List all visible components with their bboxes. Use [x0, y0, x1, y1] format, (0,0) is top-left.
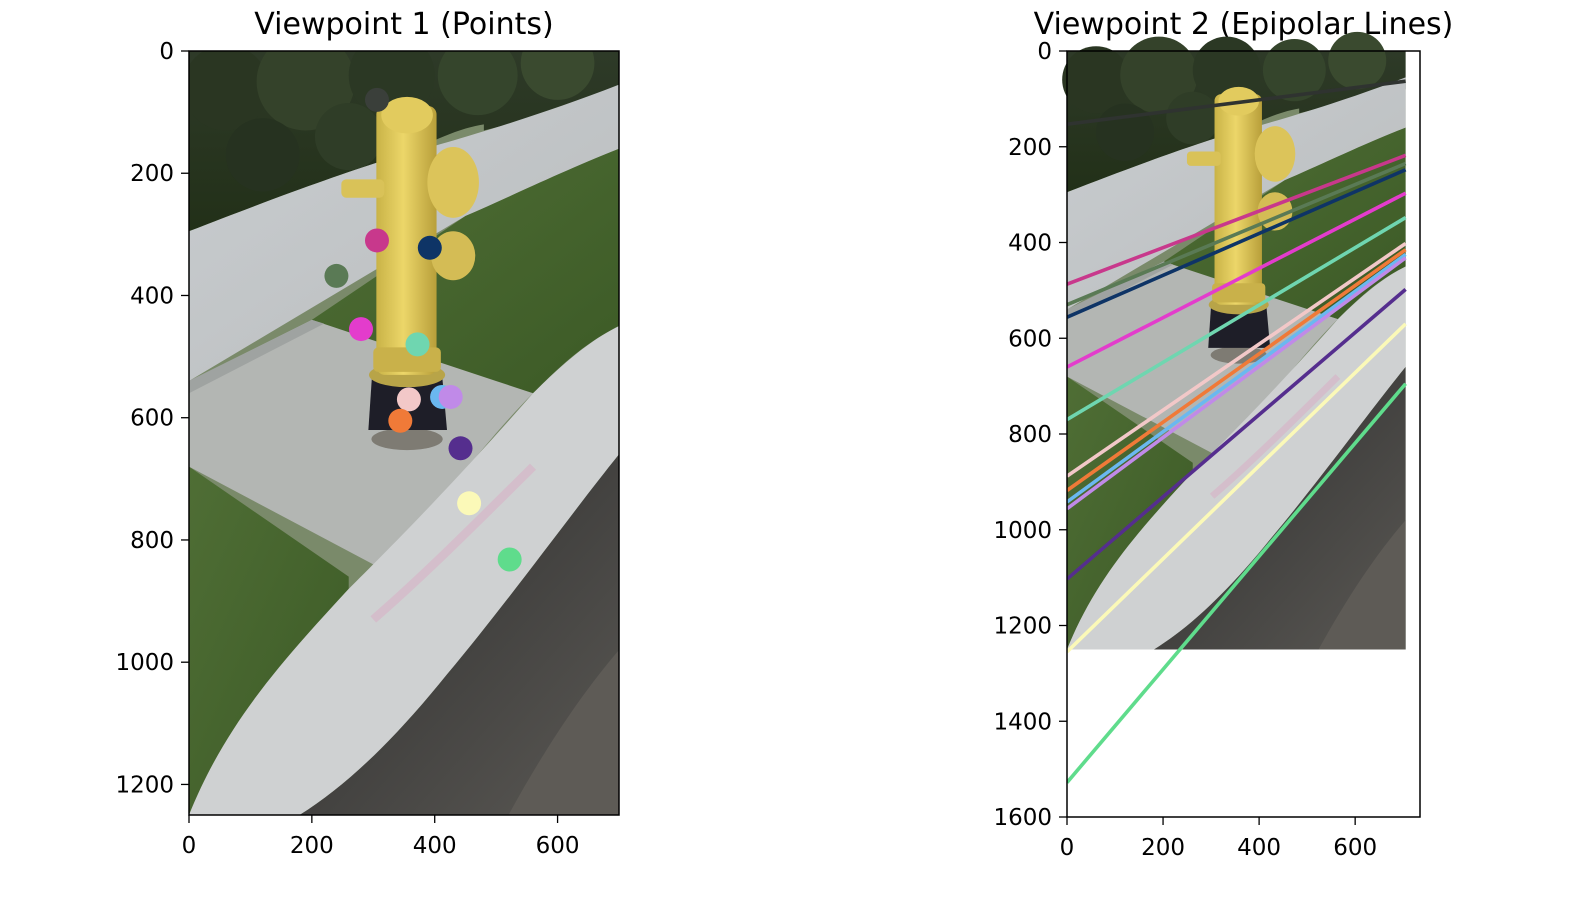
scatter-points-1 — [324, 87, 522, 572]
epipolar-line — [1067, 322, 1407, 654]
scatter-point — [364, 87, 389, 112]
epipolar-lines-2 — [1067, 79, 1407, 784]
x-tick-label: 0 — [182, 833, 197, 859]
chart-panel-2: Viewpoint 2 (Epipolar Lines) 0 200 400 600 … — [993, 7, 1453, 861]
epipolar-line — [1067, 191, 1407, 369]
epipolar-line — [1067, 253, 1407, 504]
x-tick-label: 600 — [1333, 835, 1377, 861]
y-axis-1: 0 200 400 600 800 1000 1200 — [115, 39, 189, 798]
y-tick-label: 600 — [130, 406, 174, 432]
scatter-point — [457, 491, 482, 516]
epipolar-line — [1067, 161, 1407, 307]
scatter-point — [438, 384, 463, 409]
y-tick-label: 200 — [130, 161, 174, 187]
x-tick-label: 0 — [1060, 835, 1075, 861]
epipolar-line — [1067, 382, 1407, 784]
y-tick-label: 200 — [1008, 135, 1052, 161]
y-tick-label: 0 — [159, 39, 174, 65]
y-tick-label: 1600 — [993, 805, 1052, 831]
epipolar-line — [1067, 256, 1407, 511]
y-tick-label: 1200 — [993, 614, 1052, 640]
epipolar-line — [1067, 288, 1407, 581]
y-tick-label: 1200 — [115, 772, 174, 798]
chart-title-1: Viewpoint 1 (Points) — [254, 7, 553, 42]
scatter-point — [396, 387, 421, 412]
y-tick-label: 1000 — [993, 518, 1052, 544]
y-tick-label: 1000 — [115, 650, 174, 676]
scatter-point — [448, 436, 473, 461]
x-axis-2: 0 200 400 600 — [1060, 817, 1377, 861]
x-axis-1: 0 200 400 600 — [182, 815, 580, 859]
scatter-point — [364, 228, 389, 253]
epipolar-line — [1067, 79, 1406, 127]
epipolar-line — [1067, 153, 1407, 286]
scatter-point — [388, 408, 413, 433]
x-tick-label: 200 — [290, 833, 334, 859]
background-photo-2 — [1062, 32, 1405, 650]
y-tick-label: 800 — [130, 528, 174, 554]
axes-frame-1 — [188, 50, 620, 816]
x-tick-label: 600 — [536, 833, 580, 859]
y-tick-label: 800 — [1008, 422, 1052, 448]
scatter-point — [497, 547, 522, 572]
x-tick-label: 400 — [413, 833, 457, 859]
y-tick-label: 1400 — [993, 709, 1052, 735]
x-tick-label: 200 — [1141, 835, 1185, 861]
chart-panel-1: Viewpoint 1 (Points) 0 200 400 600 0 200 400 6… — [115, 7, 620, 859]
y-tick-label: 0 — [1037, 39, 1052, 65]
epipolar-line — [1067, 248, 1407, 492]
y-tick-label: 600 — [1008, 326, 1052, 352]
scatter-point — [349, 317, 373, 342]
epipolar-line — [1067, 216, 1407, 422]
y-axis-2: 0 200 400 600 800 1000 1200 1400 1600 — [993, 39, 1067, 831]
y-tick-label: 400 — [1008, 231, 1052, 257]
scatter-point — [417, 235, 442, 260]
x-tick-label: 400 — [1237, 835, 1281, 861]
chart-title-2: Viewpoint 2 (Epipolar Lines) — [1034, 7, 1454, 42]
epipolar-line — [1067, 241, 1407, 478]
epipolar-line — [1067, 168, 1407, 319]
scatter-point — [405, 332, 430, 357]
y-tick-label: 400 — [130, 283, 174, 309]
scatter-point — [324, 263, 349, 288]
